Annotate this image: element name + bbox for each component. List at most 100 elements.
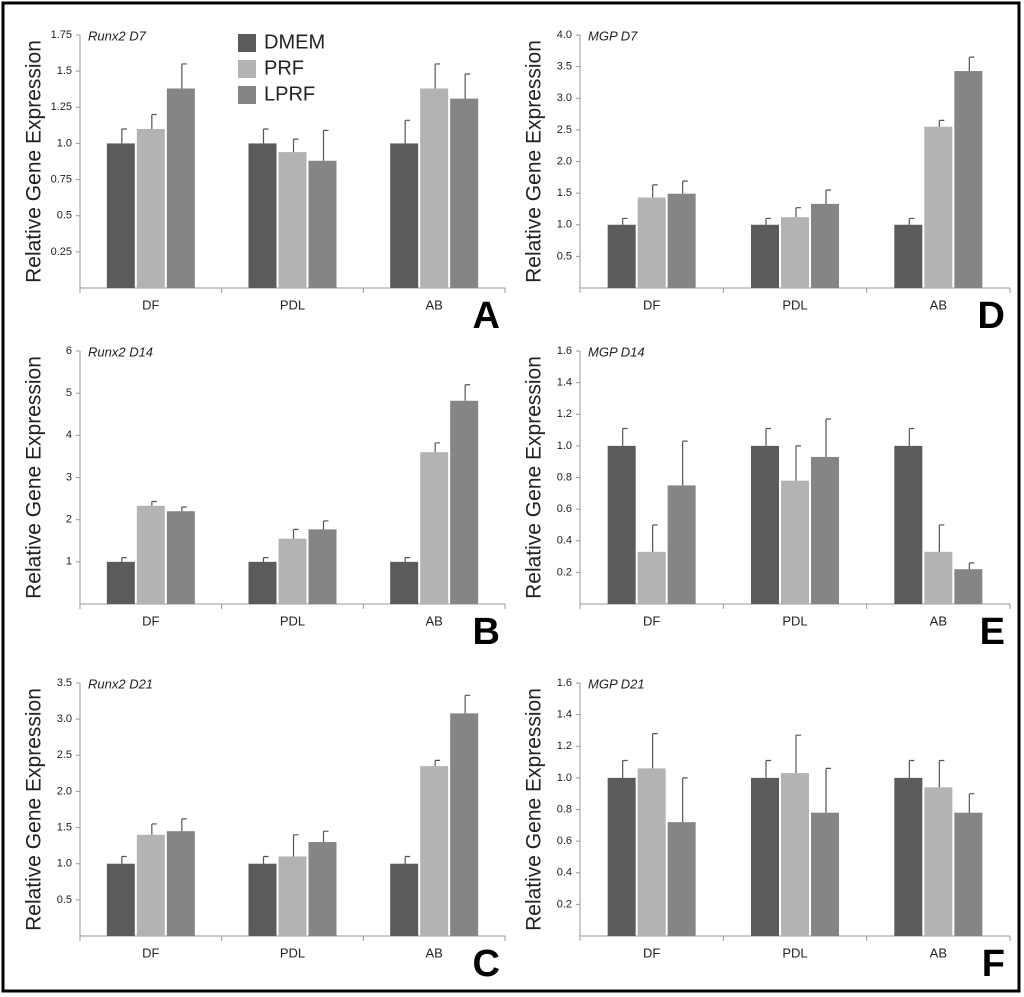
- error-bar: [262, 128, 269, 144]
- x-tick-label: PDL: [280, 613, 305, 628]
- bar: [667, 485, 696, 604]
- y-tick-label: 0.4: [557, 535, 572, 547]
- bar: [106, 143, 135, 288]
- y-tick-label: 0.2: [557, 566, 572, 578]
- legend-label: LPRF: [264, 83, 315, 105]
- error-bar: [322, 129, 329, 161]
- x-tick-label: PDL: [782, 297, 807, 312]
- y-axis-label: Relative Gene Expression: [23, 356, 46, 599]
- y-tick-label: 1: [66, 556, 72, 568]
- bar: [450, 98, 479, 289]
- bar: [811, 812, 839, 936]
- y-tick-label: 0.6: [557, 503, 572, 515]
- error-bar: [682, 440, 688, 486]
- error-bar: [262, 557, 269, 562]
- y-tick-label: 1.5: [557, 187, 572, 199]
- y-tick-label: 1.2: [557, 740, 572, 752]
- error-bar: [464, 73, 471, 99]
- x-tick-label: DF: [142, 613, 159, 628]
- error-bar: [151, 500, 157, 506]
- error-bar: [825, 767, 831, 813]
- bar: [106, 863, 135, 936]
- y-tick-label: 3.0: [57, 713, 72, 725]
- bar: [781, 217, 809, 288]
- y-tick-label: 1.6: [557, 677, 572, 689]
- error-bar: [262, 855, 269, 864]
- bar: [607, 224, 636, 288]
- bar: [924, 787, 953, 936]
- error-bar: [968, 793, 975, 813]
- bar: [278, 152, 307, 288]
- error-bar: [908, 759, 915, 778]
- error-bar: [181, 63, 187, 89]
- legend-swatch: [238, 60, 256, 78]
- bar: [894, 224, 923, 288]
- bar: [450, 713, 479, 936]
- y-tick-label: 1.2: [557, 408, 572, 420]
- bar: [248, 143, 277, 288]
- error-bar: [292, 528, 299, 539]
- error-bar: [622, 217, 628, 225]
- x-tick-label: PDL: [280, 297, 305, 312]
- error-bar: [292, 138, 299, 153]
- y-tick-label: 4: [66, 429, 72, 441]
- error-bar: [938, 759, 945, 788]
- x-tick-label: DF: [643, 297, 660, 312]
- bar: [420, 88, 449, 289]
- x-tick-label: PDL: [280, 945, 305, 960]
- y-tick-label: 1.0: [557, 772, 572, 784]
- bar: [954, 812, 983, 936]
- y-tick-label: 1.0: [557, 440, 572, 452]
- bar: [420, 766, 449, 936]
- y-tick-label: 2: [66, 514, 72, 526]
- error-bar: [181, 818, 187, 832]
- y-axis-label: Relative Gene Expression: [523, 688, 546, 931]
- error-bar: [434, 442, 441, 453]
- error-bar: [464, 384, 471, 401]
- error-bar: [908, 427, 915, 446]
- panel-label: D: [978, 295, 1005, 337]
- bar: [637, 551, 666, 604]
- x-tick-label: DF: [142, 945, 159, 960]
- error-bar: [682, 777, 688, 823]
- error-bar: [404, 855, 411, 864]
- y-tick-label: 1.25: [51, 101, 72, 113]
- x-tick-label: AB: [425, 297, 442, 312]
- error-bar: [765, 217, 771, 225]
- y-tick-label: 2.0: [557, 155, 572, 167]
- error-bar: [121, 557, 127, 562]
- x-tick-label: DF: [643, 945, 660, 960]
- y-tick-label: 4.0: [557, 29, 572, 41]
- chart-title: Runx2 D21: [88, 676, 153, 691]
- bar: [166, 831, 195, 936]
- y-tick-label: 0.75: [51, 173, 72, 185]
- error-bar: [938, 524, 945, 552]
- bar: [166, 511, 195, 604]
- error-bar: [652, 524, 658, 552]
- error-bar: [322, 520, 329, 530]
- y-tick-label: 6: [66, 345, 72, 357]
- x-tick-label: PDL: [782, 613, 807, 628]
- error-bar: [765, 427, 771, 446]
- bar: [751, 224, 779, 288]
- chart-title: MGP D14: [588, 344, 645, 359]
- panel-label: A: [473, 295, 500, 337]
- y-tick-label: 0.5: [57, 210, 72, 222]
- error-bar: [622, 427, 628, 446]
- error-bar: [151, 113, 157, 129]
- bar: [954, 71, 983, 289]
- error-bar: [404, 557, 411, 562]
- panel-label: B: [473, 611, 500, 653]
- y-tick-label: 1.6: [557, 345, 572, 357]
- x-tick-label: PDL: [782, 945, 807, 960]
- chart-title: Runx2 D14: [88, 344, 153, 359]
- error-bar: [151, 823, 157, 835]
- legend-label: DMEM: [264, 31, 325, 53]
- x-tick-label: AB: [425, 613, 442, 628]
- y-tick-label: 1.0: [57, 858, 72, 870]
- y-tick-label: 0.2: [557, 898, 572, 910]
- error-bar: [795, 734, 801, 774]
- bar: [390, 143, 419, 288]
